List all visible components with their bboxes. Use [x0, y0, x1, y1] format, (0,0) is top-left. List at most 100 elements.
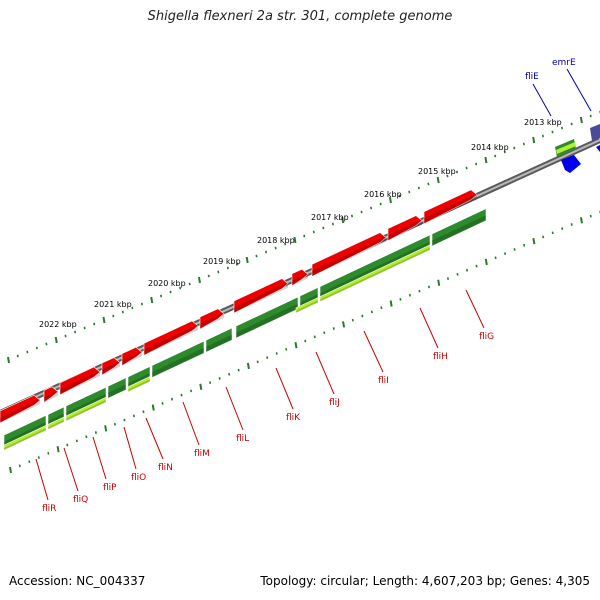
inner-tick: [256, 360, 259, 364]
kbp-label-2016: 2016 kbp: [364, 190, 402, 199]
inner-tick: [94, 431, 97, 434]
cds-2: [65, 396, 107, 422]
gene-label-fliP: fliP: [103, 483, 117, 493]
outer-tick: [350, 214, 354, 218]
outer-tick: [140, 302, 143, 306]
inner-tick: [446, 277, 450, 280]
cds-0-shade: [4, 428, 46, 451]
inner-tick: [465, 268, 469, 272]
outer-tick: [197, 276, 201, 284]
forward-gene-1-shade: [44, 390, 58, 403]
kbp-label-2013: 2013 kbp: [524, 118, 562, 127]
leader-line-9: [363, 330, 384, 373]
inner-tick: [551, 231, 554, 235]
cds-1: [47, 416, 65, 430]
outer-tick: [484, 156, 488, 164]
inner-tick: [304, 339, 307, 343]
leader-line-6: [225, 386, 244, 431]
outer-tick-ring: [7, 110, 600, 364]
gene-label-fliL: fliL: [236, 434, 249, 444]
inner-tick: [408, 293, 411, 297]
forward-gene-0-shade: [0, 398, 40, 423]
outer-tick: [455, 170, 459, 174]
inner-tick: [380, 306, 383, 310]
outer-tick: [274, 246, 277, 250]
outer-tick: [159, 294, 163, 298]
inner-tick: [532, 237, 536, 245]
outer-tick: [150, 296, 154, 304]
forward-gene-4-shade: [122, 350, 142, 366]
leader-line-8: [315, 351, 335, 395]
leader-line-3: [123, 426, 137, 470]
outer-tick: [465, 166, 468, 170]
inner-tick: [113, 422, 116, 426]
gene-label-fliK: fliK: [286, 413, 301, 423]
outer-tick: [188, 282, 191, 286]
inner-tick: [570, 223, 573, 226]
inner-tick: [28, 460, 31, 464]
inner-tick: [542, 235, 545, 239]
outer-tick: [570, 122, 573, 126]
gene-label-fliI: fliI: [378, 376, 389, 386]
inner-tick: [180, 393, 183, 397]
outer-tick: [16, 354, 19, 358]
kbp-label-2022: 2022 kbp: [39, 320, 77, 329]
outer-tick: [331, 222, 334, 226]
inner-tick: [351, 318, 354, 322]
gene-label-fliM: fliM: [194, 449, 210, 459]
outer-tick: [45, 342, 48, 346]
gene-label-fliR: fliR: [42, 504, 56, 514]
inner-tick: [199, 383, 203, 390]
outer-tick: [446, 174, 449, 178]
forward-gene-8-shade: [292, 272, 308, 286]
reverse-gene-10-shade: [432, 215, 486, 246]
inner-tick: [209, 381, 212, 384]
reverse-gene-6-shade: [206, 334, 232, 353]
forward-gene-5: [143, 320, 199, 356]
outer-tick: [341, 216, 345, 224]
cds-0: [3, 424, 47, 451]
emrE-feature: [590, 124, 600, 141]
reverse-gene-track: [3, 208, 487, 448]
inner-tick: [361, 314, 364, 318]
outer-tick: [207, 274, 210, 278]
inner-tick: [18, 464, 21, 468]
outer-tick: [379, 202, 382, 206]
inner-tick: [132, 414, 135, 418]
forward-gene-5-shade: [144, 324, 198, 356]
cds-4: [295, 297, 319, 314]
cds-3-shade: [128, 379, 150, 392]
leader-line-1: [63, 447, 79, 492]
label-leader-lines: [35, 68, 592, 501]
outer-tick: [131, 306, 134, 310]
outer-tick: [561, 126, 564, 130]
inner-tick: [332, 327, 335, 330]
forward-gene-7-shade: [234, 282, 288, 314]
outer-tick: [322, 226, 325, 230]
forward-gene-3: [101, 357, 121, 376]
inner-tick: [9, 466, 12, 474]
forward-gene-11-shade: [424, 193, 477, 224]
outer-tick: [303, 234, 306, 238]
inner-tick: [75, 439, 78, 443]
outer-tick: [417, 186, 420, 190]
kbp-scale-labels: 2013 kbp 2014 kbp 2015 kbp 2016 kbp 2017…: [39, 118, 562, 329]
inner-tick: [246, 362, 250, 370]
leader-line-4: [145, 417, 164, 460]
inner-tick: [161, 402, 164, 405]
reverse-gene-3: [107, 377, 127, 399]
kbp-label-2021: 2021 kbp: [94, 300, 132, 309]
inner-tick: [561, 227, 564, 231]
outer-tick: [35, 346, 38, 350]
reverse-gene-7-shade: [236, 303, 298, 339]
outer-tick: [236, 262, 239, 266]
inner-tick: [456, 273, 459, 276]
outer-tick: [226, 266, 229, 270]
outer-tick: [26, 350, 29, 354]
gene-label-fliG: fliG: [479, 332, 494, 342]
gene-label-emrE: emrE: [552, 58, 576, 68]
forward-gene-9-shade: [312, 236, 386, 277]
forward-gene-8: [291, 268, 309, 287]
leader-line-0: [35, 458, 49, 501]
